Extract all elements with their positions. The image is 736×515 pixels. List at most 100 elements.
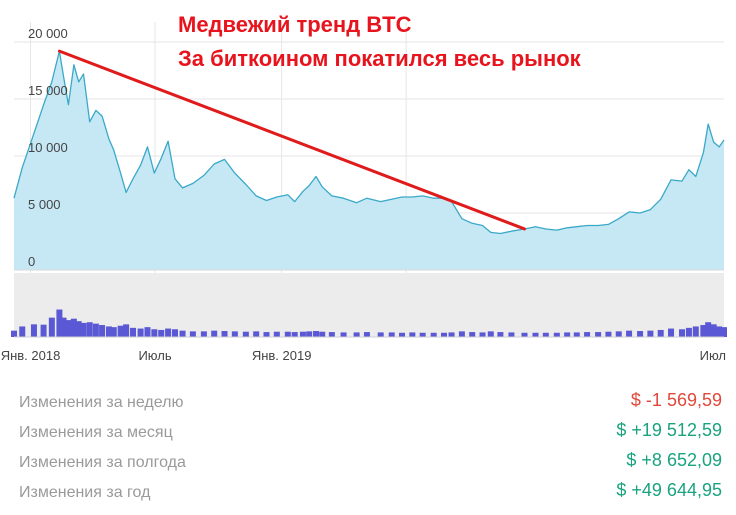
volume-bar (679, 329, 686, 337)
volume-bar (605, 331, 612, 337)
volume-bar (542, 332, 549, 337)
stat-value: $ +19 512,59 (616, 420, 722, 440)
volume-bar (448, 332, 455, 337)
volume-bar (48, 317, 55, 337)
volume-bar (117, 325, 124, 337)
x-tick-label: Июль (138, 348, 171, 363)
y-tick-label: 0 (28, 254, 35, 269)
volume-bar (70, 318, 77, 337)
volume-bar (692, 326, 699, 337)
volume-bar (231, 331, 238, 337)
y-tick-label: 10 000 (28, 140, 68, 155)
volume-bar (430, 332, 437, 337)
volume-bar (75, 321, 82, 337)
volume-bar (363, 332, 370, 337)
volume-bar (521, 332, 528, 337)
volume-bar (11, 330, 17, 337)
volume-bar (189, 331, 196, 337)
stat-row-halfyear: Изменения за полгода $ +8 652,09 (0, 450, 736, 478)
volume-bar (284, 331, 291, 337)
volume-bar (171, 329, 178, 337)
y-tick-label: 20 000 (28, 26, 68, 41)
volume-bar (263, 332, 270, 337)
volume-bar (721, 327, 727, 337)
y-tick-label: 5 000 (28, 197, 61, 212)
volume-bar (564, 332, 571, 337)
volume-bar (584, 332, 591, 337)
volume-bar (130, 327, 137, 337)
volume-bar (105, 326, 112, 337)
volume-bar (86, 322, 93, 337)
volume-bar (440, 332, 447, 337)
volume-bar (487, 331, 494, 337)
volume-bar (110, 327, 117, 337)
trend-line (57, 49, 526, 231)
volume-bar (340, 332, 347, 337)
volume-bar (710, 324, 717, 337)
x-tick-label: Янв. 2019 (252, 348, 312, 363)
volume-bar (92, 323, 99, 337)
y-axis-ticks: 0 5 000 10 000 15 000 20 000 (28, 26, 68, 269)
volume-bar (30, 324, 37, 337)
stat-value: $ +8 652,09 (626, 450, 722, 470)
volume-bar (144, 327, 151, 337)
volume-bar (151, 329, 158, 337)
stat-label: Изменения за месяц (19, 424, 173, 441)
volume-bar (299, 331, 306, 337)
stat-row-year: Изменения за год $ +49 644,95 (0, 480, 736, 508)
stat-label: Изменения за полгода (19, 454, 186, 471)
volume-bar (377, 332, 384, 337)
volume-bar (137, 328, 144, 337)
volume-bar (497, 332, 504, 337)
x-tick-label: Июл (700, 348, 726, 363)
volume-bar (306, 331, 313, 337)
volume-bar (637, 331, 644, 337)
volume-bar (179, 330, 186, 337)
volume-bar (19, 326, 26, 337)
trend-line-group (57, 49, 526, 231)
volume-bar (388, 332, 395, 337)
x-axis-ticks: Янв. 2018 Июль Янв. 2019 Июл (1, 348, 726, 363)
stat-row-week: Изменения за неделю $ -1 569,59 (0, 390, 736, 418)
volume-bar (158, 329, 165, 337)
volume-bar (273, 331, 280, 337)
volume-bar (458, 331, 465, 337)
volume-bar (56, 309, 63, 337)
price-series (13, 50, 725, 271)
volume-bar (700, 325, 707, 337)
volume-bar (573, 332, 580, 337)
volume-bar (409, 332, 416, 337)
volume-bar (211, 330, 218, 337)
volume-bar (668, 328, 675, 337)
volume-bar (253, 331, 260, 337)
stat-row-month: Изменения за месяц $ +19 512,59 (0, 420, 736, 448)
volume-bar (328, 332, 335, 337)
volume-bar (595, 332, 602, 337)
volume-bar (40, 324, 47, 337)
volume-bar (716, 326, 723, 337)
stat-label: Изменения за год (19, 484, 151, 501)
stat-value: $ +49 644,95 (616, 480, 722, 500)
volume-bar (65, 320, 72, 337)
price-line (13, 50, 725, 235)
volume-bar (80, 322, 87, 337)
volume-bar (165, 328, 172, 337)
volume-bar (200, 331, 207, 337)
volume-bar (469, 332, 476, 337)
annotation-line-1: Медвежий тренд BTC (178, 12, 412, 37)
annotation-line-2: За биткоином покатился весь рынок (178, 46, 582, 71)
volume-bar (242, 331, 249, 337)
volume-bar (313, 331, 320, 337)
volume-bar (291, 332, 298, 337)
volume-bar (508, 332, 515, 337)
price-area (14, 51, 724, 270)
volume-bar (626, 330, 633, 337)
stat-value: $ -1 569,59 (630, 390, 722, 410)
volume-bar (705, 322, 712, 337)
volume-bar (615, 331, 622, 337)
volume-background (14, 273, 724, 337)
volume-bar (479, 332, 486, 337)
volume-bar (399, 332, 406, 337)
volume-bar (657, 329, 664, 337)
